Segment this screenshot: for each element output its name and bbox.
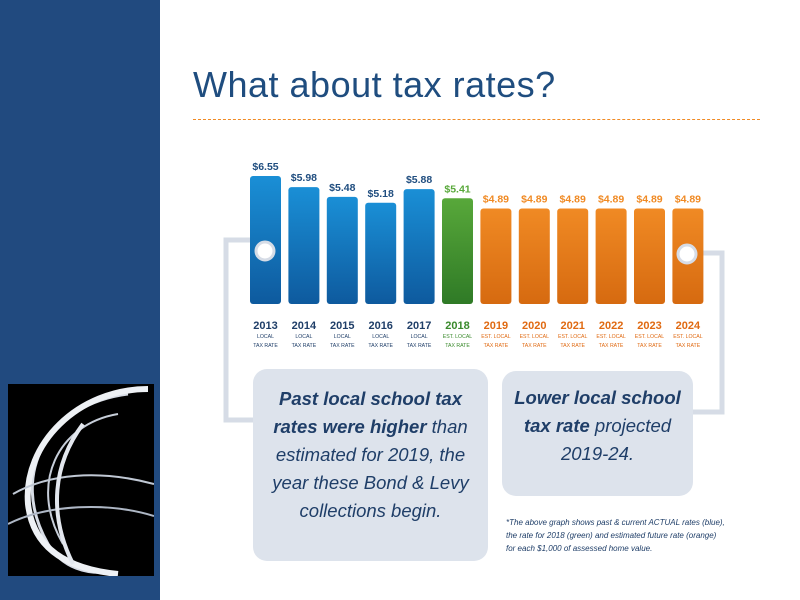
callout-line: Lower local school — [502, 384, 693, 412]
bar-2020 — [518, 208, 550, 304]
callout-text: year these Bond & Levy — [272, 472, 469, 493]
value-label: $5.48 — [329, 182, 355, 194]
callout-text: than — [426, 416, 468, 437]
year-label: 2016 — [368, 320, 392, 332]
callout-connectors — [223, 237, 725, 423]
year-label: 2020 — [522, 320, 546, 332]
rate-type-label: EST. LOCAL — [596, 334, 626, 340]
year-label: 2018 — [445, 320, 469, 332]
rate-type-label: TAX RATE — [407, 343, 432, 349]
value-label: $4.89 — [560, 193, 586, 205]
rate-type-label: EST. LOCAL — [673, 334, 703, 340]
value-label: $5.41 — [444, 183, 470, 195]
callout-line: year these Bond & Levy — [253, 469, 488, 497]
callout-line: 2019-24. — [502, 440, 693, 468]
rate-type-label: TAX RATE — [484, 343, 509, 349]
callout-line: collections begin. — [253, 497, 488, 525]
year-label: 2019 — [484, 320, 508, 332]
callout-line: tax rate projected — [502, 412, 693, 440]
year-label: 2024 — [676, 320, 701, 332]
rate-type-label: TAX RATE — [292, 343, 317, 349]
rate-type-label: EST. LOCAL — [635, 334, 665, 340]
rate-type-label: EST. LOCAL — [481, 334, 511, 340]
year-label: 2021 — [560, 320, 584, 332]
logo — [8, 384, 154, 576]
connector-right — [693, 250, 725, 415]
value-label: $4.89 — [521, 193, 547, 205]
bar-2019 — [480, 208, 512, 304]
value-label: $5.98 — [291, 172, 317, 184]
year-label: 2023 — [637, 320, 661, 332]
connector-dot-left — [254, 240, 276, 262]
bar-2013 — [250, 176, 281, 304]
rate-type-label: LOCAL — [334, 334, 351, 340]
value-label: $5.88 — [406, 174, 432, 186]
connector-left — [223, 237, 253, 423]
year-label: 2014 — [292, 320, 317, 332]
value-label: $6.55 — [252, 161, 278, 173]
chart-footnote: *The above graph shows past & current AC… — [506, 518, 725, 553]
bar-2017 — [403, 189, 435, 304]
callout-text: collections begin. — [299, 500, 442, 521]
rate-type-label: LOCAL — [372, 334, 389, 340]
rate-type-label: TAX RATE — [368, 343, 393, 349]
rate-type-label: TAX RATE — [599, 343, 624, 349]
callout-lower-rate: Lower local school tax rate projected 2019… — [502, 371, 693, 496]
rate-type-label: TAX RATE — [253, 343, 278, 349]
bar-2015 — [326, 196, 358, 304]
rate-type-label: EST. LOCAL — [520, 334, 550, 340]
callout-text: Past local school tax — [278, 388, 462, 409]
page-title: What about tax rates? — [193, 64, 556, 105]
bar-2018 — [442, 198, 473, 304]
rate-type-label: EST. LOCAL — [558, 334, 588, 340]
bar-2016 — [365, 202, 397, 304]
rate-type-label: TAX RATE — [637, 343, 662, 349]
title-divider — [193, 119, 760, 120]
year-label: 2022 — [599, 320, 623, 332]
bar-2022 — [595, 208, 627, 304]
callout-text: rates were higher — [273, 416, 427, 437]
rate-type-label: TAX RATE — [560, 343, 585, 349]
rate-type-label: EST. LOCAL — [443, 334, 473, 340]
value-label: $4.89 — [598, 193, 624, 205]
callout-text: estimated for 2019, the — [275, 444, 466, 465]
rate-type-label: TAX RATE — [522, 343, 547, 349]
globe-swirl-icon — [8, 386, 154, 576]
year-label: 2015 — [330, 320, 354, 332]
rate-type-label: LOCAL — [411, 334, 428, 340]
bar-2021 — [557, 208, 589, 304]
connector-dot-right — [676, 243, 698, 265]
callout-text: projected — [589, 415, 672, 436]
callout-text: 2019-24. — [560, 443, 635, 464]
callout-text: tax rate — [523, 415, 590, 436]
value-label: $5.18 — [368, 188, 394, 200]
bar-2023 — [634, 208, 665, 304]
callout-past-rates: Past local school tax rates were higher t… — [253, 369, 488, 561]
callout-line: Past local school tax — [253, 385, 488, 413]
connector-dots — [254, 240, 698, 265]
callout-text: Lower local school — [514, 387, 681, 408]
callout-line: estimated for 2019, the — [253, 441, 488, 469]
value-label: $4.89 — [636, 193, 662, 205]
chart-bars — [250, 176, 704, 304]
rate-type-label: TAX RATE — [330, 343, 355, 349]
bar-2014 — [288, 187, 320, 304]
rate-type-label: TAX RATE — [445, 343, 470, 349]
callout-line: rates were higher than — [253, 413, 488, 441]
rate-type-label: LOCAL — [295, 334, 312, 340]
value-label: $4.89 — [675, 193, 701, 205]
rate-type-label: TAX RATE — [676, 343, 701, 349]
value-label: $4.89 — [483, 193, 509, 205]
year-label: 2017 — [407, 320, 431, 332]
year-label: 2013 — [253, 320, 277, 332]
chart-labels: $6.55 2013 LOCAL TAX RATE $5.98 2014 LOCAL TAX … — [252, 161, 702, 349]
rate-type-label: LOCAL — [257, 334, 274, 340]
